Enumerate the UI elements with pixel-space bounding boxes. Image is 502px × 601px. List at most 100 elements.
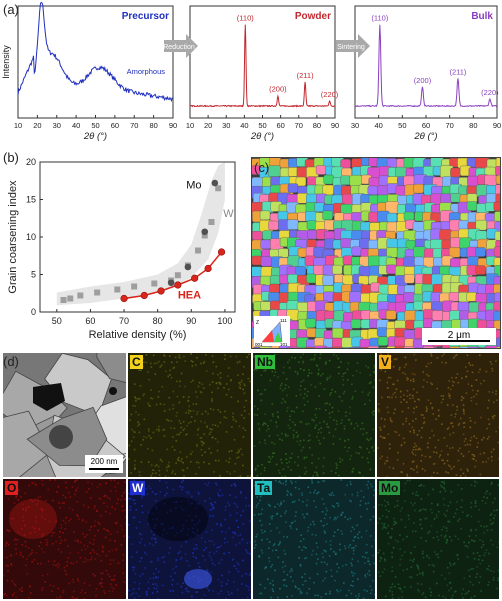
signal-dot xyxy=(298,488,300,490)
signal-dot xyxy=(43,551,45,553)
signal-dot xyxy=(397,597,400,599)
signal-dot xyxy=(138,587,140,590)
signal-dot xyxy=(179,558,182,560)
signal-dot xyxy=(345,415,347,417)
signal-dot xyxy=(212,361,215,363)
signal-dot xyxy=(64,522,67,524)
signal-dot xyxy=(229,472,231,475)
signal-dot xyxy=(196,534,198,537)
x-axis-label: Relative density (%) xyxy=(89,329,187,341)
signal-dot xyxy=(439,491,442,493)
signal-dot xyxy=(412,380,415,383)
signal-dot xyxy=(202,555,204,557)
signal-dot xyxy=(373,371,375,374)
signal-dot xyxy=(242,436,245,438)
signal-dot xyxy=(381,527,384,530)
signal-dot xyxy=(384,437,386,439)
signal-dot xyxy=(128,458,130,460)
signal-dot xyxy=(406,479,409,482)
x-tick-label: 80 xyxy=(313,121,321,130)
signal-dot xyxy=(412,429,415,432)
signal-dot xyxy=(162,429,164,431)
signal-dot xyxy=(286,462,288,464)
signal-dot xyxy=(388,466,391,469)
signal-dot xyxy=(344,371,347,374)
rich-region xyxy=(184,569,212,589)
signal-dot xyxy=(207,412,209,415)
signal-dot xyxy=(493,514,496,517)
signal-dot xyxy=(449,388,452,391)
data-point xyxy=(174,272,181,279)
signal-dot xyxy=(96,486,99,488)
signal-dot xyxy=(475,459,478,462)
signal-dot xyxy=(432,570,435,573)
signal-dot xyxy=(318,439,320,442)
signal-dot xyxy=(196,591,198,593)
signal-dot xyxy=(33,527,36,530)
signal-dot xyxy=(364,556,366,559)
signal-dot xyxy=(157,557,159,560)
signal-dot xyxy=(295,395,298,397)
signal-dot xyxy=(242,388,244,391)
signal-dot xyxy=(230,450,233,452)
signal-dot xyxy=(257,502,260,505)
signal-dot xyxy=(199,437,202,439)
plot-title: Bulk xyxy=(471,11,493,22)
signal-dot xyxy=(449,562,451,564)
map-tint xyxy=(377,353,499,477)
signal-dot xyxy=(323,524,326,527)
eds-map-image xyxy=(377,353,499,477)
signal-dot xyxy=(490,523,493,526)
key-triangle-green xyxy=(274,332,282,342)
signal-dot xyxy=(335,472,337,474)
signal-dot xyxy=(202,441,205,444)
signal-dot xyxy=(491,415,494,418)
signal-dot xyxy=(133,479,136,481)
grain xyxy=(466,193,478,203)
signal-dot xyxy=(225,597,227,599)
plot-frame xyxy=(354,5,498,119)
signal-dot xyxy=(37,499,40,502)
signal-dot xyxy=(98,497,101,500)
signal-dot xyxy=(488,423,491,425)
signal-dot xyxy=(471,389,474,392)
signal-dot xyxy=(359,504,362,507)
signal-dot xyxy=(356,524,358,527)
signal-dot xyxy=(122,554,125,556)
signal-dot xyxy=(13,592,16,594)
signal-dot xyxy=(138,431,141,434)
signal-dot xyxy=(182,582,185,585)
signal-dot xyxy=(29,592,32,594)
signal-dot xyxy=(314,489,316,492)
signal-dot xyxy=(461,396,463,398)
signal-dot xyxy=(344,446,346,448)
signal-dot xyxy=(426,381,428,383)
signal-dot xyxy=(253,547,256,549)
signal-dot xyxy=(212,507,215,509)
signal-dot xyxy=(311,454,314,456)
grain xyxy=(493,310,500,324)
x-tick-label: 40 xyxy=(72,121,80,130)
signal-dot xyxy=(463,421,466,424)
signal-dot xyxy=(10,554,12,556)
signal-dot xyxy=(337,410,340,413)
signal-dot xyxy=(11,593,14,596)
signal-dot xyxy=(350,483,352,486)
signal-dot xyxy=(93,551,96,554)
signal-dot xyxy=(49,584,52,586)
signal-dot xyxy=(238,360,241,363)
signal-dot xyxy=(84,560,87,563)
signal-dot xyxy=(182,429,185,432)
signal-dot xyxy=(399,509,402,512)
signal-dot xyxy=(207,481,210,484)
signal-dot xyxy=(175,380,178,383)
signal-dot xyxy=(394,576,397,578)
signal-dot xyxy=(163,556,165,558)
signal-dot xyxy=(305,456,308,459)
signal-dot xyxy=(28,597,30,599)
signal-dot xyxy=(470,501,473,504)
signal-dot xyxy=(449,397,451,399)
signal-dot xyxy=(133,581,136,584)
grain xyxy=(278,248,289,258)
signal-dot xyxy=(391,420,393,423)
